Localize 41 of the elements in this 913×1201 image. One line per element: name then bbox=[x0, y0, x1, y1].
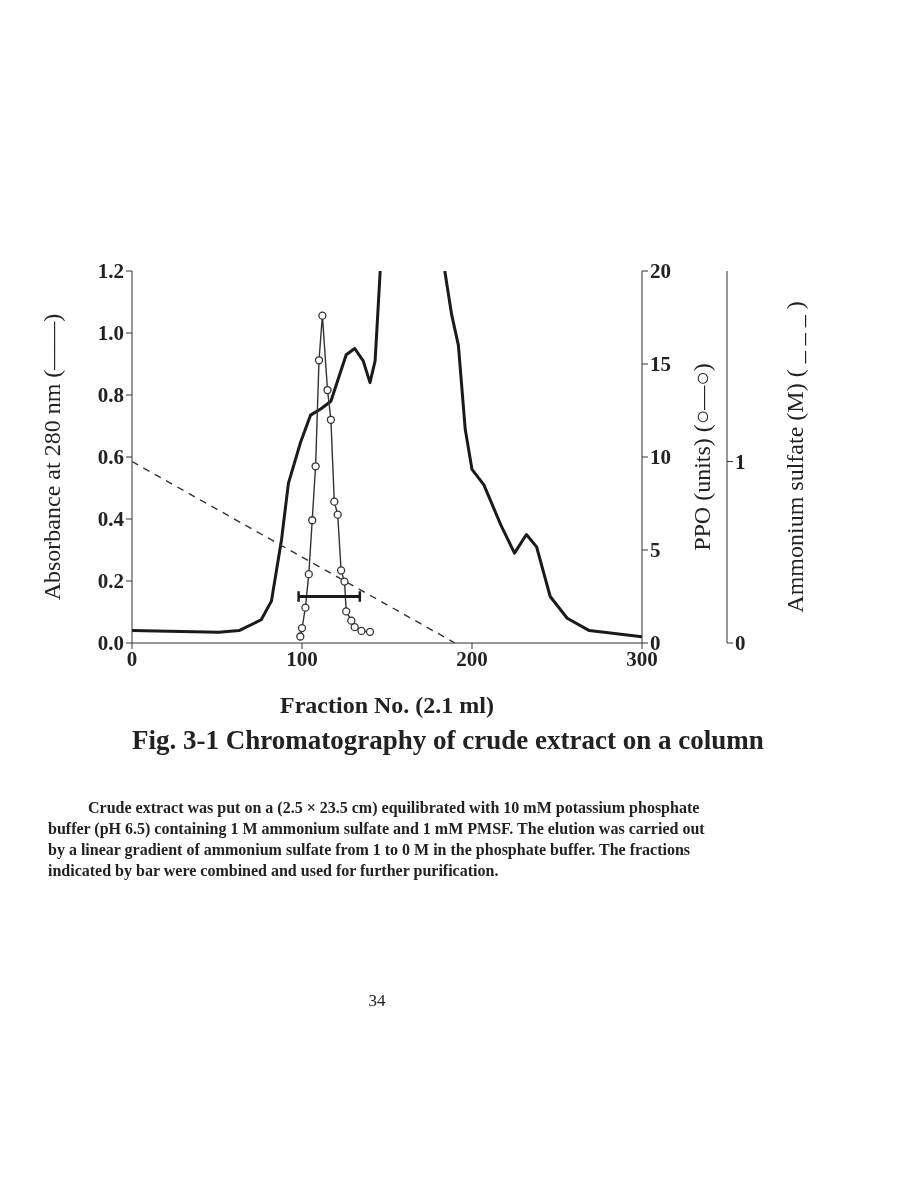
point bbox=[308, 516, 317, 525]
point bbox=[296, 632, 305, 641]
point bbox=[350, 623, 359, 632]
y-tick-label: 0.0 bbox=[97, 631, 124, 656]
y2-tick-label: 15 bbox=[650, 352, 671, 377]
point bbox=[318, 311, 327, 320]
text: Fig. 3-1 Chromatography of crude extract on a column bbox=[132, 724, 765, 757]
point bbox=[301, 603, 310, 612]
point bbox=[323, 385, 332, 395]
y-tick-label: 0.2 bbox=[97, 569, 124, 594]
y-tick-label: 1.0 bbox=[97, 321, 124, 346]
y2-tick-label: 5 bbox=[650, 538, 661, 563]
point bbox=[314, 356, 324, 365]
x-tick-label: 0 bbox=[126, 646, 138, 671]
y-tick-label: 0.6 bbox=[97, 445, 124, 470]
point bbox=[304, 570, 313, 579]
x-tick-label: 200 bbox=[456, 646, 488, 671]
point bbox=[326, 415, 336, 424]
text: Crude extract was put on a (2.5 × 23.5 cm) equilibrated with 10 mM potassium phosphate buffer (pH 6.5) containing 1 M ammonium sulfate and 1 mM PMSF. The elution was carried out by a linear gradient of ammonium sulfate from 1 to 0 M in the phosphate buffer. The fractions indicated by bar were combined and used for further purification. bbox=[48, 798, 706, 881]
point bbox=[357, 626, 366, 636]
x-tick-label: 100 bbox=[286, 646, 318, 671]
y-tick-label: 0.8 bbox=[97, 383, 124, 408]
point bbox=[336, 566, 346, 575]
y2-tick-label: 10 bbox=[650, 445, 671, 470]
y2-tick-label: 20 bbox=[650, 259, 671, 284]
y-tick-label: 0.4 bbox=[97, 507, 125, 532]
y2-axis-title: PPO (units) (○—○) bbox=[688, 363, 715, 551]
x-axis-title: Fraction No. (2.1 ml) bbox=[280, 692, 494, 718]
point bbox=[311, 462, 320, 471]
point bbox=[342, 607, 351, 616]
y3-axis-title: Ammonium sulfate (M) ( _ _ _ ) bbox=[781, 301, 808, 613]
point bbox=[297, 623, 307, 633]
point bbox=[333, 510, 342, 519]
y-tick-label: 1.2 bbox=[97, 259, 124, 284]
point bbox=[330, 497, 339, 506]
point bbox=[340, 577, 349, 586]
y-axis-title: Absorbance at 280 nm (——) bbox=[38, 313, 65, 601]
point bbox=[347, 616, 356, 625]
text: 34 bbox=[367, 991, 387, 1011]
y3-tick-label: 1 bbox=[735, 449, 746, 474]
point bbox=[365, 627, 375, 636]
